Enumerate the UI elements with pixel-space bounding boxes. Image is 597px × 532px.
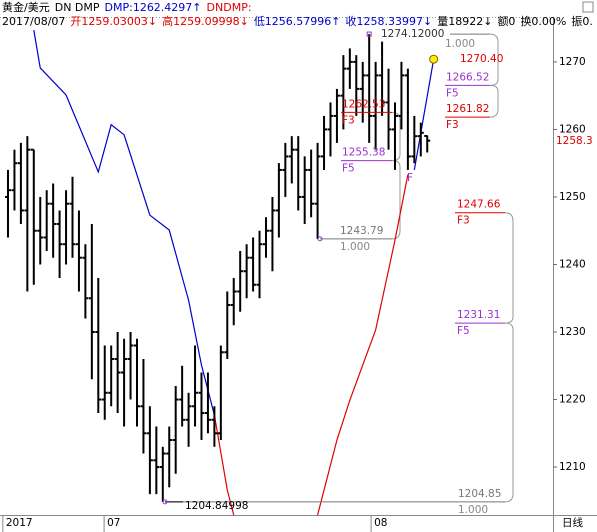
header-field: 量18922↓ <box>437 15 492 28</box>
header-field: DNDMP: <box>207 1 252 14</box>
fib-level-label: 1255.38 <box>342 147 385 159</box>
fib-level-ratio: 1.000 <box>340 241 370 253</box>
x-tick-label: 07 <box>107 517 120 529</box>
header-field: 开1259.03003↓ <box>70 15 157 28</box>
period-label: 日线 <box>562 516 583 529</box>
projection-dot <box>429 54 439 64</box>
fib-anchor <box>317 236 323 242</box>
y-tick-label: 1210 <box>559 461 586 473</box>
header-field: 黄金/美元 <box>2 0 50 14</box>
fib-anchor <box>366 31 372 37</box>
fib-level-label: 1270.40 <box>460 53 503 65</box>
fib-level-label: 1204.84998 <box>185 500 248 512</box>
fib-level-label: 1266.52 <box>446 71 489 83</box>
header-field: 高1259.09998↓ <box>162 14 249 28</box>
header-field: DN DMP <box>55 1 100 14</box>
header-field: 额0 <box>497 15 515 28</box>
y-tick-label: 1260 <box>559 123 586 135</box>
y-tick-label: 1230 <box>559 326 586 338</box>
fib-level-tag: F3 <box>342 114 355 126</box>
fib-level-label: 1204.85 <box>458 488 501 500</box>
header-line: 2017/08/07 开1259.03003↓ 高1259.09998↓ 低1256.… <box>2 14 593 28</box>
header-line: 黄金/美元 DN DMP DMP:1262.4297↑ DNDMP: <box>2 0 252 14</box>
y-tick-label: 1240 <box>559 258 586 270</box>
header-field: 低1256.57996↑ <box>254 15 341 28</box>
fib-anchor <box>162 499 168 505</box>
header-field: 换0.00% <box>520 14 566 28</box>
fib-level-label: 1274.12000 <box>381 28 444 40</box>
fib-level-tag: F3 <box>457 215 470 227</box>
x-tick-label: 2017 <box>6 517 33 529</box>
fib-level-label: 1261.82 <box>446 103 489 115</box>
fib-level-label: 1243.79 <box>340 225 383 237</box>
point-label: F <box>407 172 413 184</box>
y-tick-label: 1270 <box>559 56 586 68</box>
fib-level-tag: F3 <box>446 119 459 131</box>
fib-level-label: 1262.53 <box>342 98 385 110</box>
y-tick-label: 1250 <box>559 191 586 203</box>
fib-level-tag: F5 <box>457 325 470 337</box>
fib-level-tag: F5 <box>446 87 459 99</box>
header-field: 2017/08/07 <box>2 15 65 28</box>
fib-level-ratio: 1.000 <box>458 504 488 516</box>
indicator-line <box>213 174 409 516</box>
x-tick-label: 08 <box>374 517 387 529</box>
header-field: 振0. <box>571 14 593 28</box>
fib-level-label: 1247.66 <box>457 199 501 211</box>
header-field: DMP:1262.4297↑ <box>105 1 202 14</box>
fib-level-tag: F5 <box>342 163 355 175</box>
indicator-line <box>33 30 435 416</box>
fib-level-label: 1231.31 <box>457 309 500 321</box>
header: 黄金/美元 DN DMP DMP:1262.4297↑ DNDMP:2017/08/0… <box>2 0 593 28</box>
fib-level-ratio: 1.000 <box>445 38 475 50</box>
header-field: 收1258.33997↓ <box>346 14 433 28</box>
window-button[interactable] <box>582 1 594 13</box>
current-price-label: 1258.3 <box>556 135 593 147</box>
y-tick-label: 1220 <box>559 394 586 406</box>
